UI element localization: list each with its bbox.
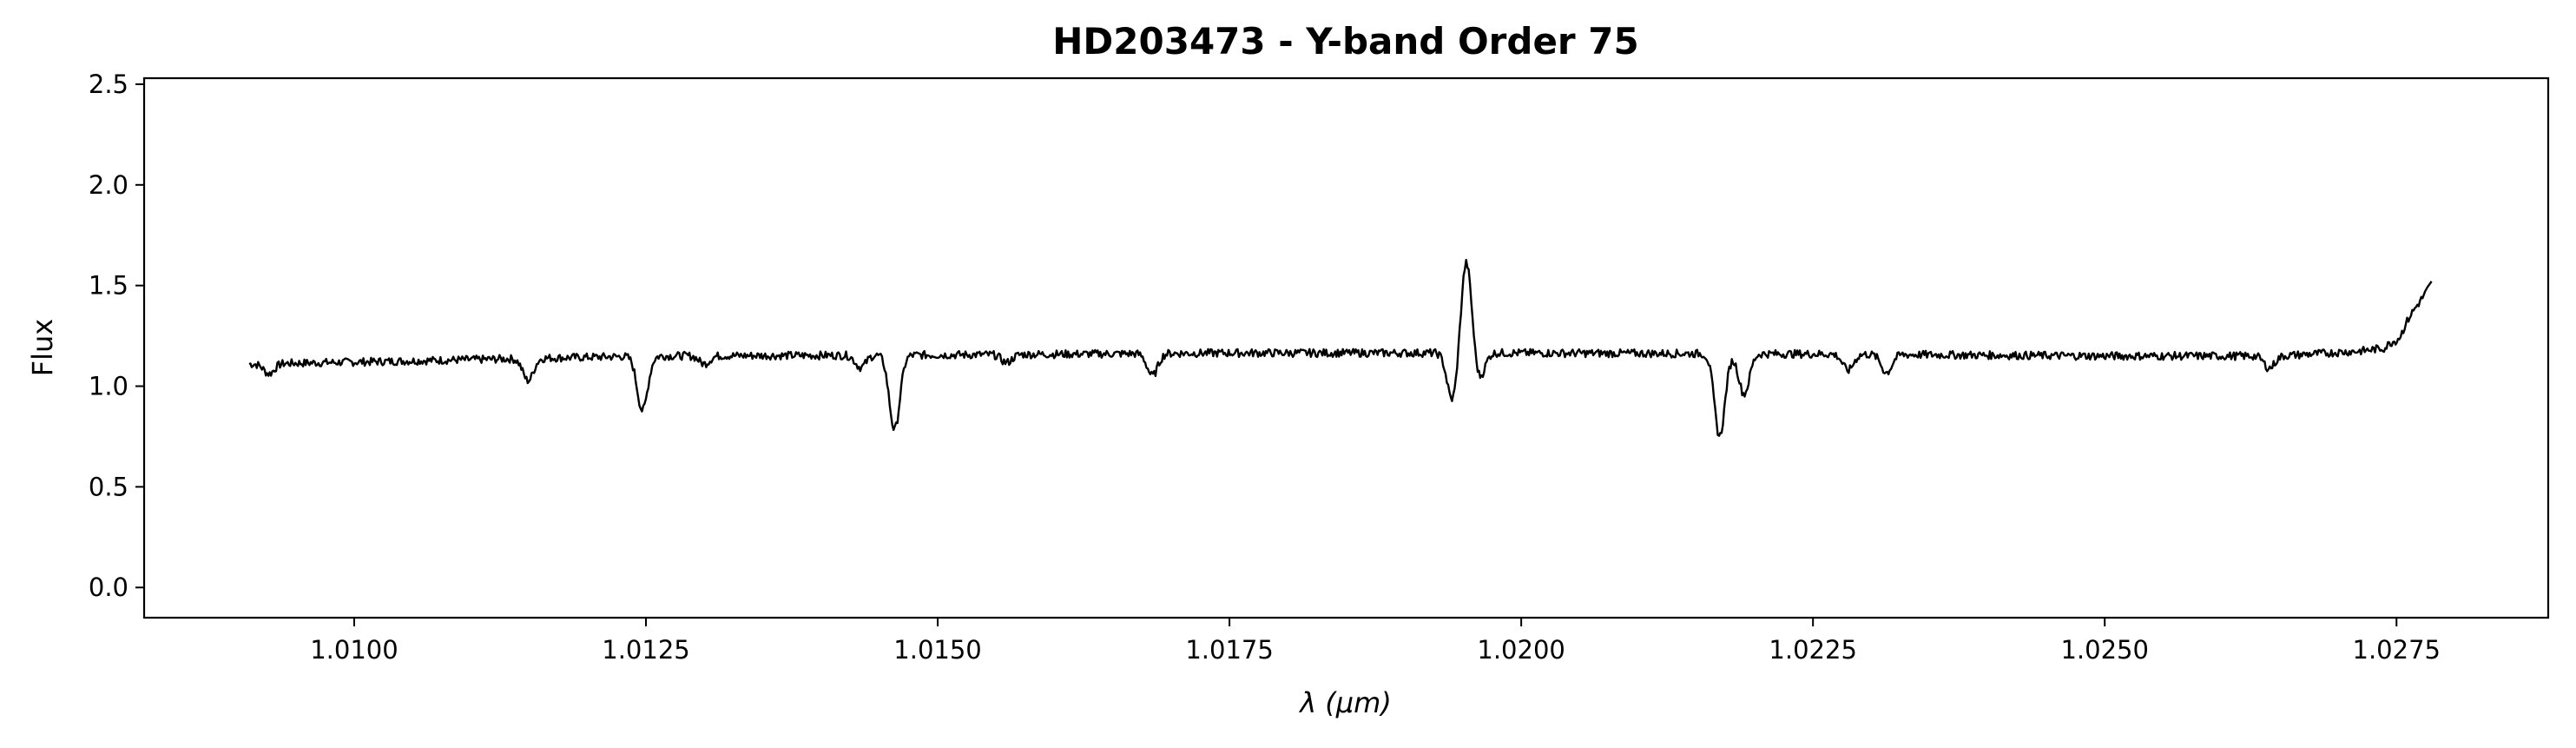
plot-area: [248, 259, 2433, 437]
y-axis-label: Flux: [26, 319, 59, 377]
x-axis-label: λ (μm): [1298, 686, 1392, 719]
x-tick-label: 1.0175: [1185, 635, 1273, 665]
x-tick-label: 1.0275: [2353, 635, 2441, 665]
flux-spectrum-line: [248, 259, 2433, 437]
x-tick-label: 1.0250: [2060, 635, 2148, 665]
y-tick-label: 1.5: [89, 271, 128, 301]
y-axis: 0.0 0.5 1.0 1.5 2.0 2.5: [89, 70, 144, 602]
chart-title: HD203473 - Y-band Order 75: [1052, 20, 1638, 63]
plot-frame: [142, 76, 2550, 619]
x-tick-label: 1.0150: [893, 635, 981, 665]
y-tick-label: 0.5: [89, 472, 128, 501]
x-tick-label: 1.0200: [1477, 635, 1565, 665]
x-tick-label: 1.0100: [310, 635, 398, 665]
y-tick-label: 1.0: [89, 372, 128, 401]
y-tick-label: 2.0: [89, 170, 128, 200]
y-tick-label: 0.0: [89, 573, 128, 602]
y-tick-label: 2.5: [89, 70, 128, 99]
x-tick-label: 1.0125: [602, 635, 689, 665]
x-tick-label: 1.0225: [1769, 635, 1856, 665]
x-axis: 1.0100 1.0125 1.0150 1.0175 1.0200 1.0225 1.02…: [310, 618, 2441, 665]
